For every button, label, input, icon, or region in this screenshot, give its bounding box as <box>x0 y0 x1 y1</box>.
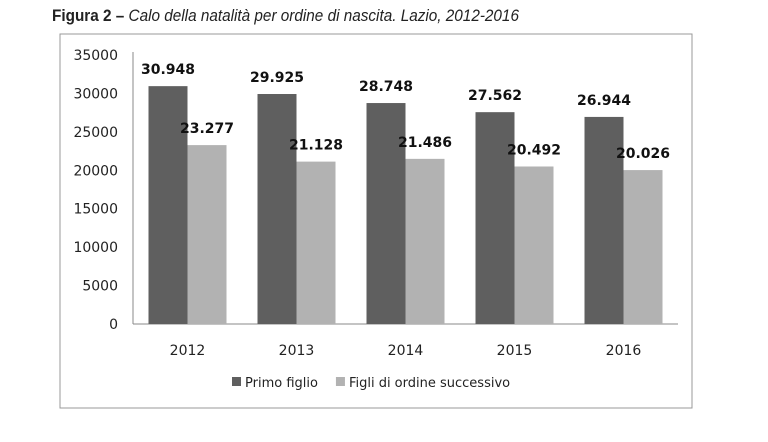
figure-number: Figura 2 – <box>52 6 125 25</box>
x-tick-label: 2014 <box>388 343 424 359</box>
x-tick-label: 2012 <box>170 343 206 359</box>
data-label: 27.562 <box>468 88 522 104</box>
data-label: 21.128 <box>289 138 343 154</box>
x-tick-label: 2013 <box>279 343 315 359</box>
legend-label: Figli di ordine successivo <box>349 376 510 391</box>
data-label: 23.277 <box>180 121 234 137</box>
bar-successive-2012 <box>187 145 227 324</box>
y-tick-label: 35000 <box>73 48 118 64</box>
y-tick-label: 25000 <box>73 125 118 141</box>
bar-first-2012 <box>148 86 188 324</box>
data-label: 26.944 <box>577 93 631 109</box>
bar-first-2016 <box>584 116 624 325</box>
x-tick-label: 2015 <box>497 343 533 359</box>
data-label: 29.925 <box>250 70 304 86</box>
data-label: 20.492 <box>507 143 561 159</box>
bar-successive-2014 <box>405 158 445 324</box>
figure-caption: Calo della natalità per ordine di nascit… <box>128 6 519 25</box>
y-tick-label: 0 <box>109 317 118 333</box>
y-tick-label: 20000 <box>73 163 118 179</box>
data-label: 28.748 <box>359 79 413 95</box>
legend-label: Primo figlio <box>245 376 318 391</box>
bar-first-2014 <box>366 103 406 324</box>
y-tick-label: 15000 <box>73 202 118 218</box>
y-tick-label: 30000 <box>73 86 118 102</box>
legend-swatch <box>232 377 241 386</box>
x-tick-label: 2016 <box>606 343 642 359</box>
y-tick-label: 10000 <box>73 240 118 256</box>
bar-successive-2015 <box>514 166 554 324</box>
legend-swatch <box>335 377 345 386</box>
chart-title: Figura 2 – Calo della natalità per ordin… <box>52 6 519 26</box>
bar-successive-2013 <box>296 161 336 324</box>
data-label: 30.948 <box>141 62 195 78</box>
bar-first-2013 <box>257 94 297 324</box>
data-label: 20.026 <box>616 146 670 162</box>
bar-first-2015 <box>475 112 515 324</box>
y-tick-label: 5000 <box>82 279 118 295</box>
bar-successive-2016 <box>623 170 663 324</box>
data-label: 21.486 <box>398 135 452 151</box>
chart-frame <box>59 33 693 409</box>
